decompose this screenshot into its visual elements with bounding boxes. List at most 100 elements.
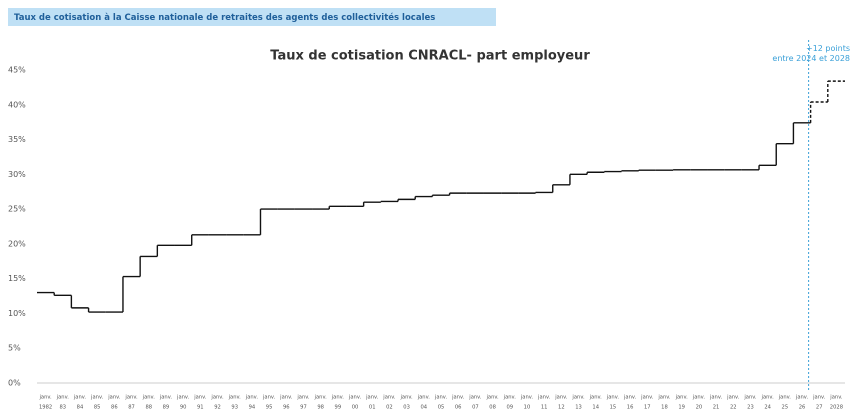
x-tick-prefix: janv. xyxy=(365,395,379,401)
x-tick-prefix: janv. xyxy=(537,395,551,401)
x-tick-label: 23 xyxy=(747,405,754,411)
x-tick-label: 99 xyxy=(335,405,342,411)
x-tick-label: 08 xyxy=(489,405,496,411)
x-tick-label: 11 xyxy=(541,405,548,411)
x-tick-label: 17 xyxy=(644,405,651,411)
x-tick-prefix: janv. xyxy=(56,395,70,401)
x-tick-prefix: janv. xyxy=(554,395,568,401)
x-tick-label: 14 xyxy=(592,405,599,411)
x-tick-prefix: janv. xyxy=(38,395,52,401)
x-tick-prefix: janv. xyxy=(795,395,809,401)
x-tick-prefix: janv. xyxy=(73,395,87,401)
x-tick-label: 04 xyxy=(421,405,428,411)
x-tick-label: 07 xyxy=(472,405,479,411)
y-tick-label: 35% xyxy=(8,135,26,144)
x-tick-label: 01 xyxy=(369,405,376,411)
x-tick-prefix: janv. xyxy=(228,395,242,401)
x-tick-prefix: janv. xyxy=(399,395,413,401)
x-tick-prefix: janv. xyxy=(107,395,121,401)
y-tick-label: 10% xyxy=(8,309,26,318)
x-tick-prefix: janv. xyxy=(692,395,706,401)
x-tick-prefix: janv. xyxy=(296,395,310,401)
x-tick-prefix: janv. xyxy=(829,395,843,401)
x-tick-label: 16 xyxy=(627,405,634,411)
x-tick-prefix: janv. xyxy=(657,395,671,401)
x-tick-prefix: janv. xyxy=(812,395,826,401)
x-tick-prefix: janv. xyxy=(640,395,654,401)
x-tick-prefix: janv. xyxy=(279,395,293,401)
x-tick-prefix: janv. xyxy=(451,395,465,401)
x-tick-prefix: janv. xyxy=(90,395,104,401)
x-tick-label: 26 xyxy=(799,405,806,411)
x-tick-label: 06 xyxy=(455,405,462,411)
x-tick-prefix: janv. xyxy=(434,395,448,401)
x-tick-label: 02 xyxy=(386,405,393,411)
x-tick-label: 25 xyxy=(782,405,789,411)
y-tick-label: 30% xyxy=(8,170,26,179)
x-tick-prefix: janv. xyxy=(589,395,603,401)
x-tick-label: 92 xyxy=(214,405,221,411)
x-tick-prefix: janv. xyxy=(571,395,585,401)
x-tick-label: 19 xyxy=(678,405,685,411)
x-tick-prefix: janv. xyxy=(743,395,757,401)
x-tick-label: 21 xyxy=(713,405,720,411)
chart-title: Taux de cotisation CNRACL- part employeu… xyxy=(270,49,590,64)
x-tick-label: 05 xyxy=(438,405,445,411)
x-tick-label: 90 xyxy=(180,405,187,411)
x-tick-label: 2028 xyxy=(830,405,843,411)
x-tick-prefix: janv. xyxy=(761,395,775,401)
x-tick-prefix: janv. xyxy=(485,395,499,401)
x-tick-label: 10 xyxy=(524,405,531,411)
x-tick-label: 86 xyxy=(111,405,118,411)
x-tick-prefix: janv. xyxy=(675,395,689,401)
y-tick-label: 20% xyxy=(8,239,26,248)
x-tick-prefix: janv. xyxy=(348,395,362,401)
x-tick-prefix: janv. xyxy=(623,395,637,401)
x-tick-label: 13 xyxy=(575,405,582,411)
x-tick-prefix: janv. xyxy=(726,395,740,401)
x-tick-label: 24 xyxy=(764,405,771,411)
x-tick-label: 84 xyxy=(77,405,84,411)
annotation-line-text: entre 2024 et 2028 xyxy=(772,54,850,63)
header: Taux de cotisation à la Caisse nationale… xyxy=(14,12,435,23)
x-tick-label: 95 xyxy=(266,405,273,411)
x-tick-prefix: janv. xyxy=(193,395,207,401)
x-tick-label: 88 xyxy=(145,405,152,411)
x-tick-prefix: janv. xyxy=(778,395,792,401)
y-tick-label: 0% xyxy=(8,379,21,388)
x-tick-label: 96 xyxy=(283,405,290,411)
header-box xyxy=(8,8,496,26)
x-tick-prefix: janv. xyxy=(142,395,156,401)
x-tick-prefix: janv. xyxy=(176,395,190,401)
x-tick-label: 18 xyxy=(661,405,668,411)
x-tick-prefix: janv. xyxy=(520,395,534,401)
y-tick-label: 25% xyxy=(8,205,26,214)
x-tick-label: 15 xyxy=(610,405,617,411)
x-tick-prefix: janv. xyxy=(709,395,723,401)
y-tick-label: 45% xyxy=(8,66,26,75)
x-tick-label: 27 xyxy=(816,405,823,411)
x-tick-label: 03 xyxy=(403,405,410,411)
x-tick-prefix: janv. xyxy=(210,395,224,401)
x-tick-prefix: janv. xyxy=(606,395,620,401)
x-tick-prefix: janv. xyxy=(262,395,276,401)
x-tick-label: 94 xyxy=(249,405,256,411)
x-tick-prefix: janv. xyxy=(331,395,345,401)
x-tick-prefix: janv. xyxy=(314,395,328,401)
x-tick-label: 22 xyxy=(730,405,737,411)
x-tick-label: 98 xyxy=(317,405,324,411)
x-tick-prefix: janv. xyxy=(503,395,517,401)
x-tick-label: 12 xyxy=(558,405,565,411)
annotation-line-text: +12 points xyxy=(806,44,850,53)
x-tick-label: 91 xyxy=(197,405,204,411)
x-tick-label: 97 xyxy=(300,405,307,411)
x-tick-prefix: janv. xyxy=(382,395,396,401)
annotation: +12 points entre 2024 et 2028 xyxy=(772,44,850,63)
x-tick-prefix: janv. xyxy=(159,395,173,401)
x-tick-label: 20 xyxy=(696,405,703,411)
x-tick-label: 09 xyxy=(506,405,513,411)
x-tick-label: 93 xyxy=(231,405,238,411)
x-tick-label: 87 xyxy=(128,405,135,411)
